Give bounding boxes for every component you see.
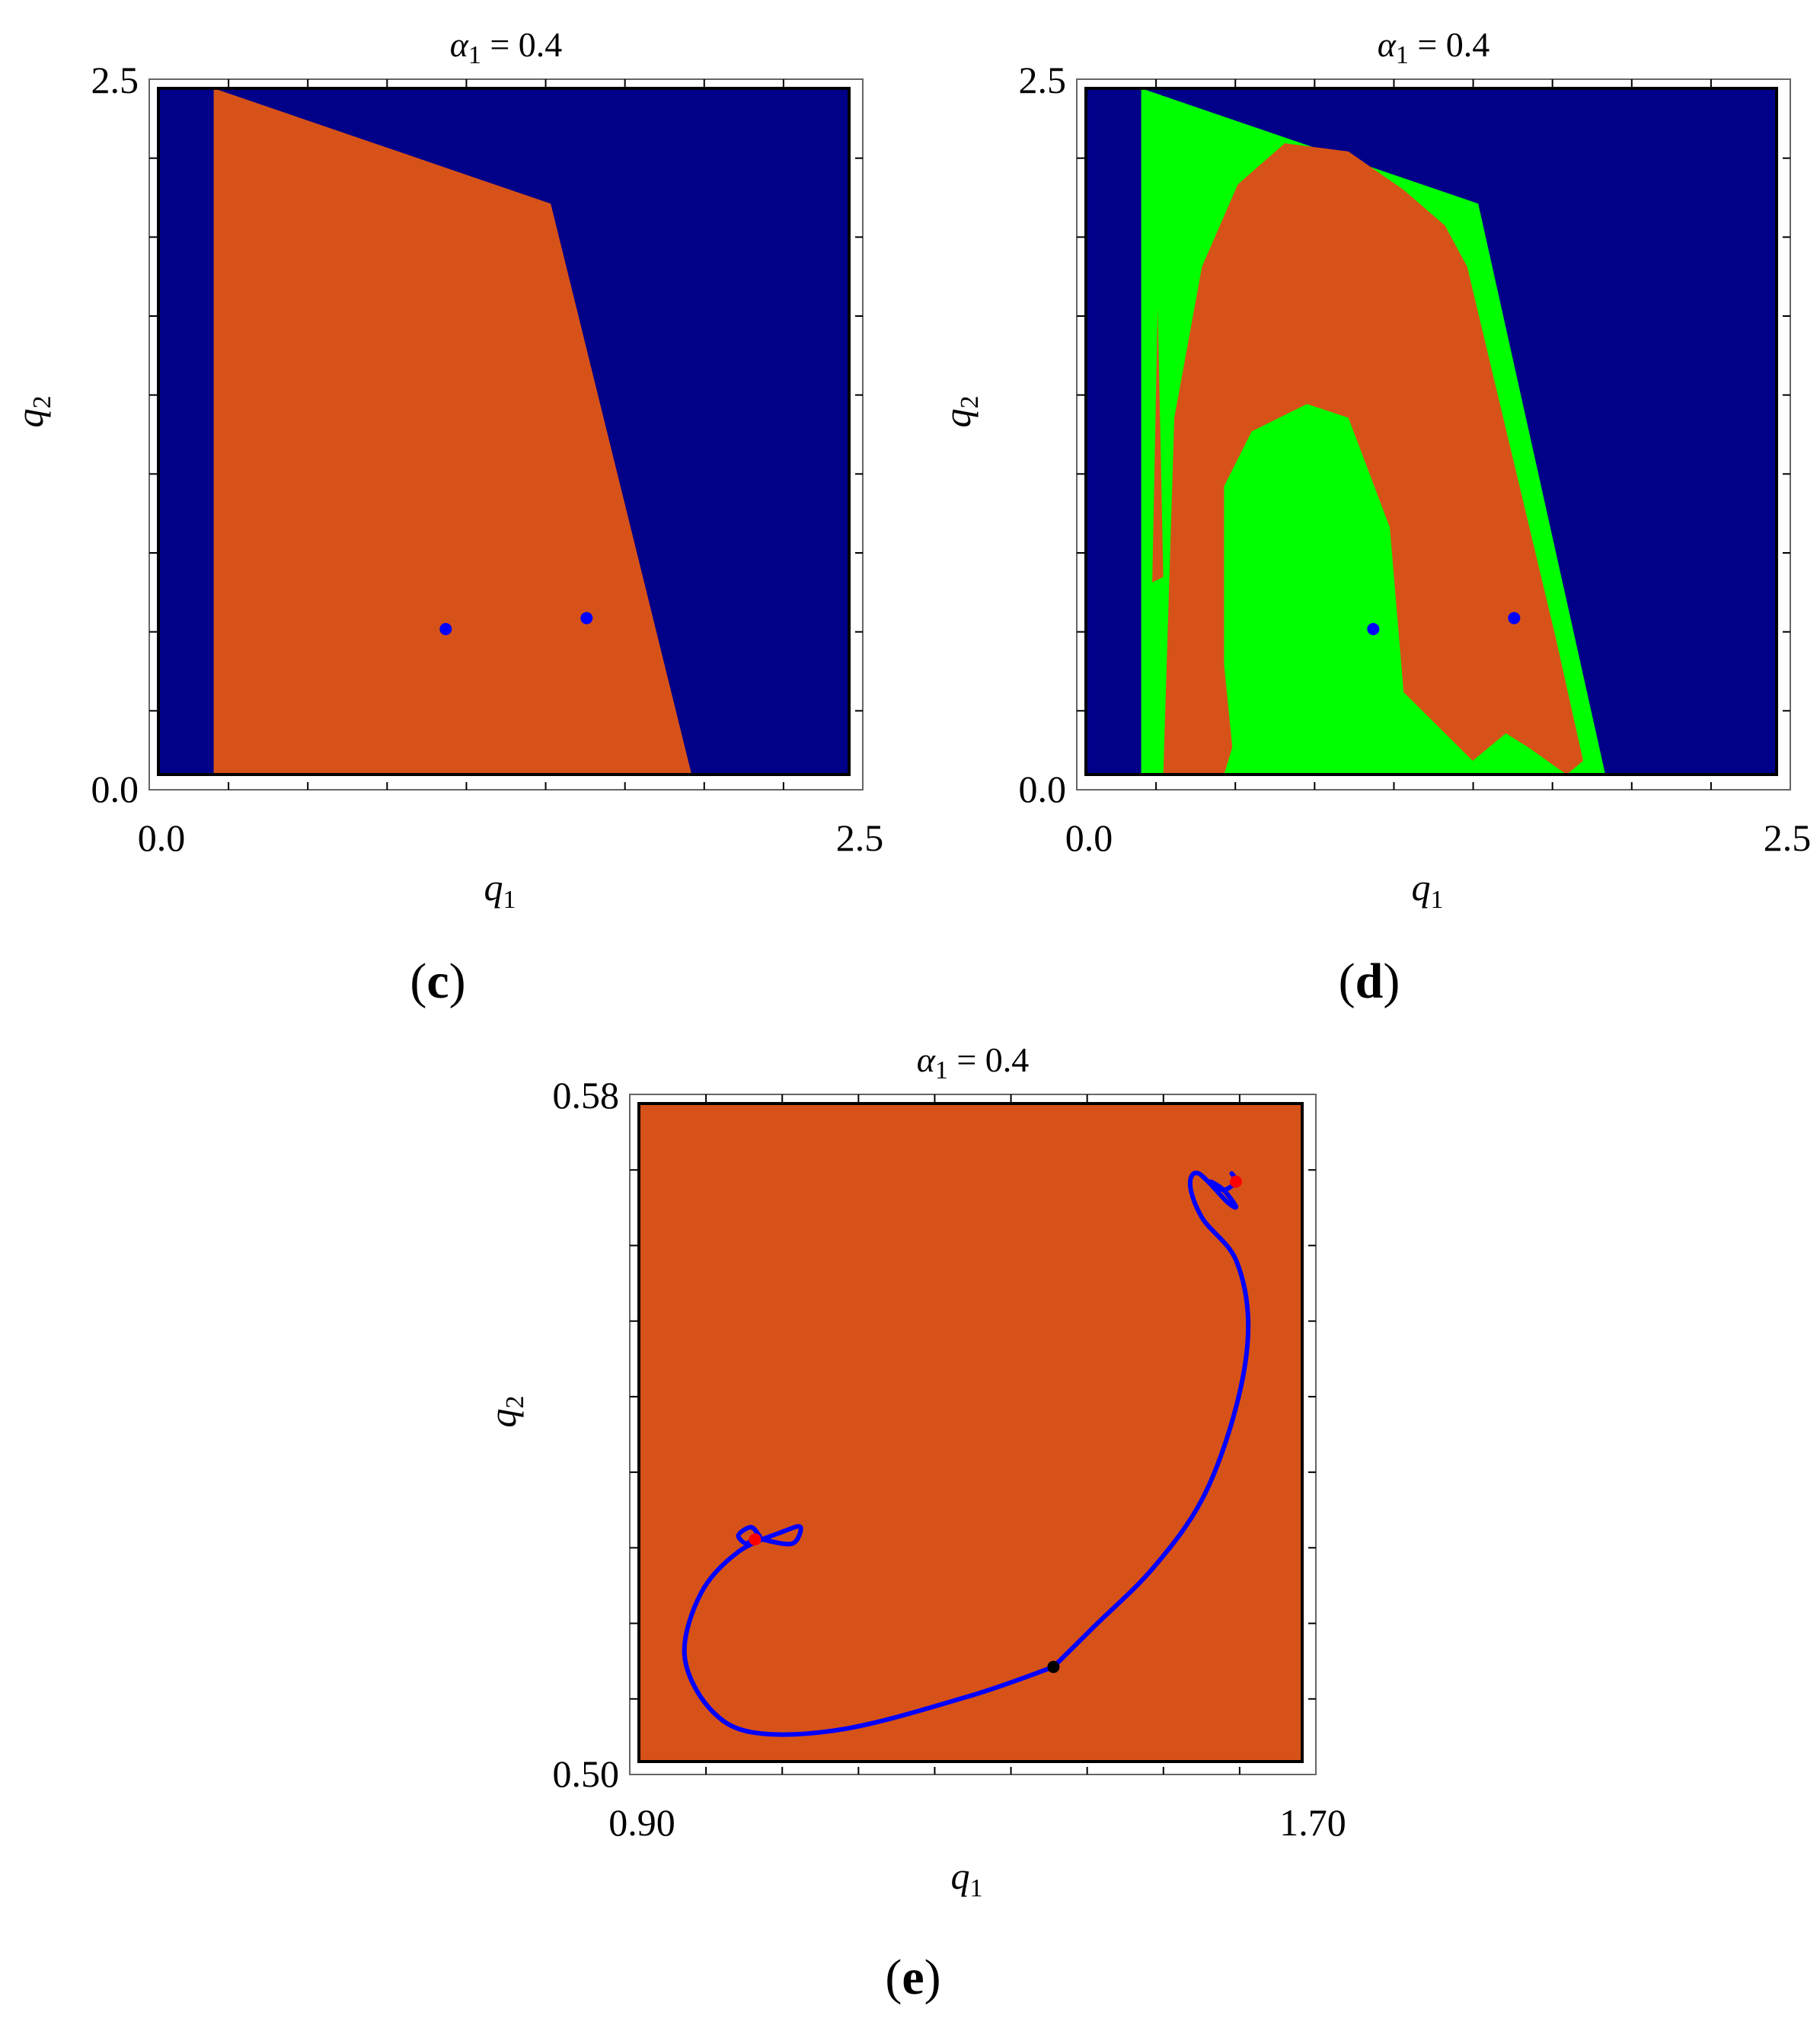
data-point-2 <box>1508 612 1521 624</box>
plot-background <box>639 1104 1302 1762</box>
y-axis-label: q2 <box>936 396 984 428</box>
y-tick-label: 0.0 <box>1019 768 1067 810</box>
y-axis-label: q2 <box>8 396 56 428</box>
plot-frame <box>157 87 851 776</box>
data-point-2 <box>580 612 593 624</box>
chart-title: α1 = 0.4 <box>1378 25 1490 69</box>
x-tick-label: 2.5 <box>836 816 884 859</box>
trajectory-series-1 <box>1051 1171 1251 1669</box>
region-2 <box>1163 143 1583 775</box>
chart-panel-d: 0.0 2.5 0.0 2.5 q1 q2 α1 = 0.4 <box>936 25 1811 914</box>
y-tick-label: 0.0 <box>91 768 139 810</box>
x-tick-label: 0.0 <box>1065 816 1113 859</box>
region-3 <box>1152 308 1164 583</box>
chart-panel-c: 0.0 2.5 0.0 2.5 q1 q2 α1 = 0.4 <box>8 25 883 914</box>
chart-panel-e: 0.90 1.70 0.50 0.58 q1 q2 α1 = 0.4 <box>481 1040 1346 1902</box>
x-tick-label: 2.5 <box>1764 816 1812 859</box>
data-point-1 <box>1367 622 1380 635</box>
plot-frame <box>1084 87 1778 776</box>
plot-frame <box>637 1102 1304 1763</box>
region-1 <box>213 88 692 775</box>
outer-frame <box>148 78 864 791</box>
x-tick-label: 1.70 <box>1279 1801 1346 1844</box>
data-point-1 <box>439 622 452 635</box>
panel-label-d: (d) <box>1339 954 1400 1009</box>
y-tick-label: 0.58 <box>553 1074 620 1116</box>
y-tick-label: 2.5 <box>91 59 139 101</box>
x-tick-label: 0.0 <box>138 816 186 859</box>
data-point-2 <box>749 1533 762 1546</box>
panel-label-c: (c) <box>410 954 465 1009</box>
x-tick-label: 0.90 <box>608 1801 675 1844</box>
trajectory-series-2 <box>682 1524 1056 1737</box>
x-axis-label: q1 <box>484 866 516 914</box>
data-point-3 <box>1229 1175 1242 1188</box>
x-axis-label: q1 <box>1412 866 1444 914</box>
y-tick-label: 0.50 <box>553 1752 620 1795</box>
data-point-1 <box>1047 1660 1060 1673</box>
chart-title: α1 = 0.4 <box>917 1040 1030 1084</box>
y-axis-label: q2 <box>481 1396 529 1428</box>
outer-frame <box>1076 78 1791 791</box>
panel-label-e: (e) <box>885 1950 940 2005</box>
chart-title: α1 = 0.4 <box>450 25 563 69</box>
y-tick-label: 2.5 <box>1019 59 1067 101</box>
x-axis-label: q1 <box>951 1854 983 1902</box>
outer-frame <box>629 1094 1317 1775</box>
